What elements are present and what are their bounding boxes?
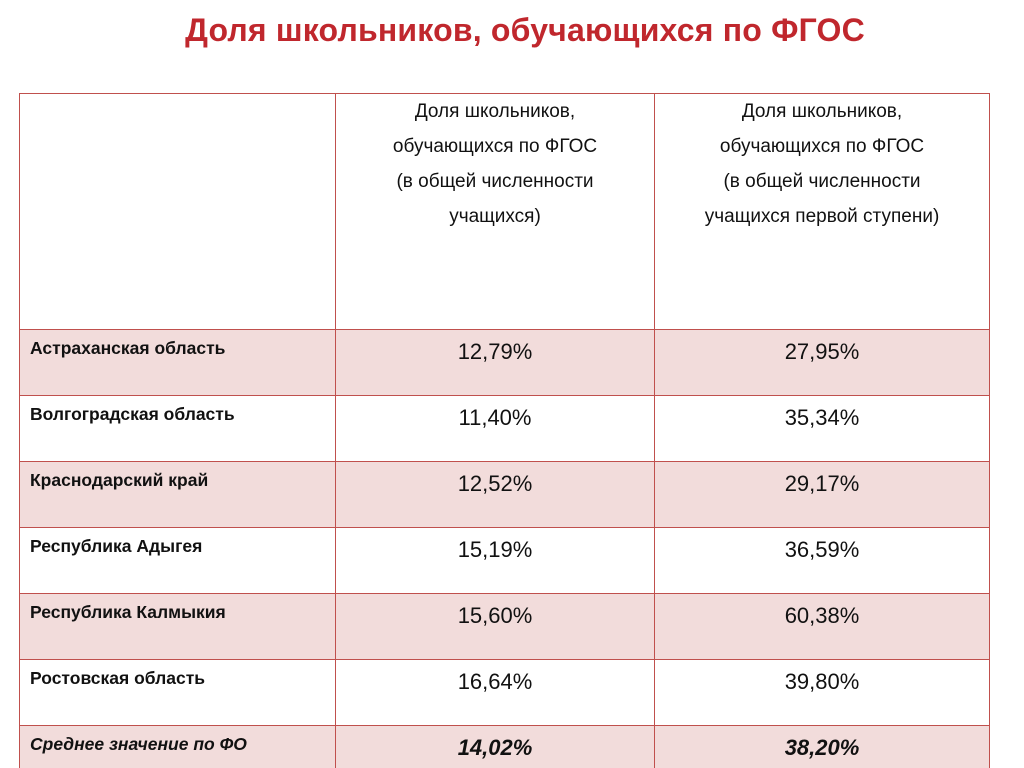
- header-region-cell: [19, 93, 336, 330]
- first-stage-share-cell: 27,95%: [654, 329, 990, 396]
- region-cell: Республика Калмыкия: [19, 593, 336, 660]
- total-share-cell: 15,60%: [335, 593, 655, 660]
- total-share-cell: 11,40%: [335, 395, 655, 462]
- region-cell: Республика Адыгея: [19, 527, 336, 594]
- region-cell: Астраханская область: [19, 329, 336, 396]
- table-header-row: Доля школьников, обучающихся по ФГОС (в …: [19, 93, 990, 330]
- first-stage-share-cell: 36,59%: [654, 527, 990, 594]
- total-share-cell: 15,19%: [335, 527, 655, 594]
- table-row: Ростовская область 16,64% 39,80%: [19, 659, 990, 726]
- table-row: Астраханская область 12,79% 27,95%: [19, 329, 990, 396]
- region-cell: Волгоградская область: [19, 395, 336, 462]
- header-first-stage-share-cell: Доля школьников, обучающихся по ФГОС (в …: [654, 93, 990, 330]
- page-title: Доля школьников, обучающихся по ФГОС: [185, 12, 865, 48]
- total-share-cell: 12,52%: [335, 461, 655, 528]
- average-label-cell: Среднее значение по ФО: [19, 725, 336, 768]
- fgos-share-table: Доля школьников, обучающихся по ФГОС (в …: [19, 93, 990, 768]
- average-total-share-cell: 14,02%: [335, 725, 655, 768]
- table-row: Республика Адыгея 15,19% 36,59%: [19, 527, 990, 594]
- region-cell: Ростовская область: [19, 659, 336, 726]
- table-row: Краснодарский край 12,52% 29,17%: [19, 461, 990, 528]
- total-share-cell: 12,79%: [335, 329, 655, 396]
- first-stage-share-cell: 60,38%: [654, 593, 990, 660]
- average-first-stage-share-cell: 38,20%: [654, 725, 990, 768]
- region-cell: Краснодарский край: [19, 461, 336, 528]
- header-first-stage-share-label: Доля школьников, обучающихся по ФГОС (в …: [704, 101, 940, 227]
- total-share-cell: 16,64%: [335, 659, 655, 726]
- first-stage-share-cell: 29,17%: [654, 461, 990, 528]
- first-stage-share-cell: 35,34%: [654, 395, 990, 462]
- table-row: Республика Калмыкия 15,60% 60,38%: [19, 593, 990, 660]
- header-total-share-label: Доля школьников, обучающихся по ФГОС (в …: [392, 101, 598, 227]
- table-row: Волгоградская область 11,40% 35,34%: [19, 395, 990, 462]
- average-row: Среднее значение по ФО 14,02% 38,20%: [19, 725, 990, 768]
- header-total-share-cell: Доля школьников, обучающихся по ФГОС (в …: [335, 93, 655, 330]
- first-stage-share-cell: 39,80%: [654, 659, 990, 726]
